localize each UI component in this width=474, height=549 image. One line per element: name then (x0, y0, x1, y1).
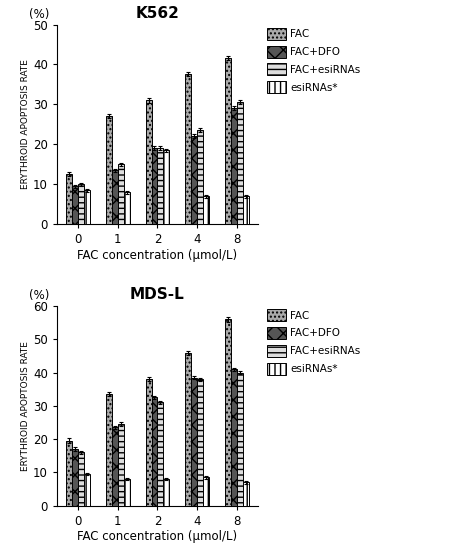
Bar (191, 136, 197, 224)
Bar (112, 428, 118, 506)
Bar (203, 196, 209, 224)
X-axis label: FAC concentration (μmol/L): FAC concentration (μmol/L) (77, 249, 237, 262)
Bar (72, 449, 78, 506)
Bar (185, 352, 191, 506)
Bar (231, 108, 237, 224)
Bar (118, 424, 124, 506)
Title: K562: K562 (136, 5, 179, 20)
Text: (%): (%) (29, 8, 49, 20)
Bar (197, 379, 203, 506)
Bar (112, 170, 118, 224)
Bar (66, 441, 72, 506)
X-axis label: FAC concentration (μmol/L): FAC concentration (μmol/L) (77, 530, 237, 544)
Bar (243, 196, 249, 224)
Bar (191, 378, 197, 506)
Bar (146, 379, 152, 506)
Bar (164, 479, 169, 506)
Bar (124, 192, 130, 224)
Bar (185, 75, 191, 224)
Bar (243, 483, 249, 506)
Y-axis label: ERYTHROID APOPTOSIS RATE: ERYTHROID APOPTOSIS RATE (21, 341, 30, 470)
Bar (152, 148, 157, 224)
Bar (66, 174, 72, 224)
Legend: FAC, FAC+DFO, FAC+esiRNAs, esiRNAs*: FAC, FAC+DFO, FAC+esiRNAs, esiRNAs* (265, 307, 363, 377)
Bar (84, 474, 90, 506)
Bar (237, 373, 243, 506)
Bar (231, 369, 237, 506)
Bar (124, 479, 130, 506)
Legend: FAC, FAC+DFO, FAC+esiRNAs, esiRNAs*: FAC, FAC+DFO, FAC+esiRNAs, esiRNAs* (265, 26, 363, 95)
Y-axis label: ERYTHROID APOPTOSIS RATE: ERYTHROID APOPTOSIS RATE (21, 59, 30, 189)
Bar (106, 394, 112, 506)
Bar (152, 397, 157, 506)
Bar (225, 58, 231, 224)
Bar (118, 164, 124, 224)
Bar (146, 100, 152, 224)
Bar (157, 402, 164, 506)
Title: MDS-L: MDS-L (130, 287, 185, 302)
Bar (203, 477, 209, 506)
Bar (197, 130, 203, 224)
Bar (164, 150, 169, 224)
Bar (225, 320, 231, 506)
Bar (106, 116, 112, 224)
Bar (157, 148, 164, 224)
Text: (%): (%) (29, 289, 49, 302)
Bar (237, 102, 243, 224)
Bar (84, 191, 90, 224)
Bar (78, 452, 84, 506)
Bar (72, 186, 78, 224)
Bar (78, 184, 84, 224)
